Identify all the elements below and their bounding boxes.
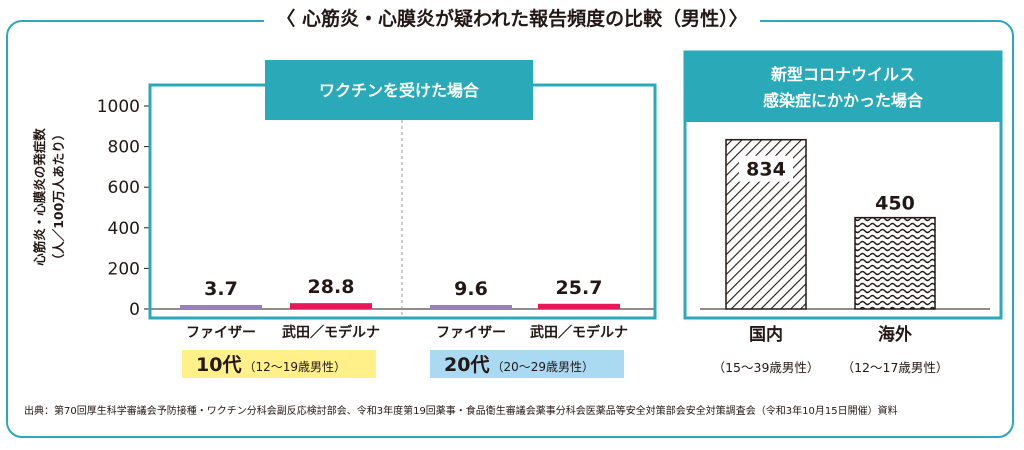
infection-panel-title-2: 感染症にかかった場合: [763, 91, 924, 110]
chart-title-wrap: 〈 心筋炎・心膜炎が疑われた報告頻度の比較（男性）〉: [0, 4, 1024, 34]
y-tick-label-5: 1000: [97, 97, 140, 117]
age-group-sub-0: （12～19歳男性）: [243, 360, 346, 374]
vaccine-category-0: ファイザー: [186, 325, 256, 341]
y-tick-label-3: 600: [108, 178, 140, 198]
vaccine-bar-label-1: 28.8: [308, 276, 355, 298]
vaccine-bar-label-0: 3.7: [204, 278, 238, 300]
infection-bar-label-1: 450: [875, 193, 915, 215]
infection-note-0: （15～39歳男性）: [713, 360, 820, 375]
vaccine-bar-0: [180, 305, 262, 309]
chart-title: 〈 心筋炎・心膜炎が疑われた報告頻度の比較（男性）〉: [264, 4, 760, 34]
vaccine-bar-1: [290, 303, 372, 309]
y-tick-label-2: 400: [108, 219, 140, 239]
infection-panel-header: [685, 52, 1001, 122]
vaccine-panel-header: [265, 60, 533, 120]
vaccine-category-2: ファイザー: [436, 325, 506, 341]
infection-note-1: （12～17歳男性）: [842, 360, 949, 375]
vaccine-bar-label-2: 9.6: [454, 278, 488, 300]
y-tick-label-1: 200: [108, 259, 140, 279]
vaccine-bar-label-3: 25.7: [556, 277, 603, 299]
vaccine-bar-3: [538, 303, 620, 309]
vaccine-category-3: 武田／モデルナ: [530, 324, 628, 341]
infection-bar-label-0: 834: [746, 159, 786, 181]
age-group-sub-1: （20～29歳男性）: [491, 360, 594, 374]
y-axis-label-1: 心筋炎・心膜炎の発症数: [32, 128, 47, 266]
infection-bar-label-bg-0: [739, 155, 793, 182]
footnote: 出典：第70回厚生科学審議会予防接種・ワクチン分科会副反応検討部会、令和3年度第…: [24, 406, 898, 417]
age-group-box-1: [430, 350, 624, 378]
age-group-label-1: 20代 （20～29歳男性）: [444, 354, 594, 376]
vaccine-bar-2: [430, 305, 512, 309]
infection-category-1: 海外: [878, 324, 912, 345]
age-group-main-0: 10代: [196, 354, 241, 376]
infection-category-0: 国内: [749, 324, 783, 345]
y-tick-label-0: 0: [129, 300, 140, 320]
y-axis-label-2: （人／100万人あたり）: [51, 128, 66, 267]
vaccine-panel-title: ワクチンを受けた場合: [319, 81, 480, 100]
vaccine-category-1: 武田／モデルナ: [282, 324, 380, 341]
age-group-label-0: 10代 （12～19歳男性）: [196, 354, 346, 376]
age-group-box-0: [182, 350, 376, 378]
age-group-main-1: 20代: [444, 354, 489, 376]
infection-bar-1: [854, 216, 936, 310]
infection-panel-title-1: 新型コロナウイルス: [771, 65, 915, 84]
y-tick-label-4: 800: [108, 138, 140, 158]
